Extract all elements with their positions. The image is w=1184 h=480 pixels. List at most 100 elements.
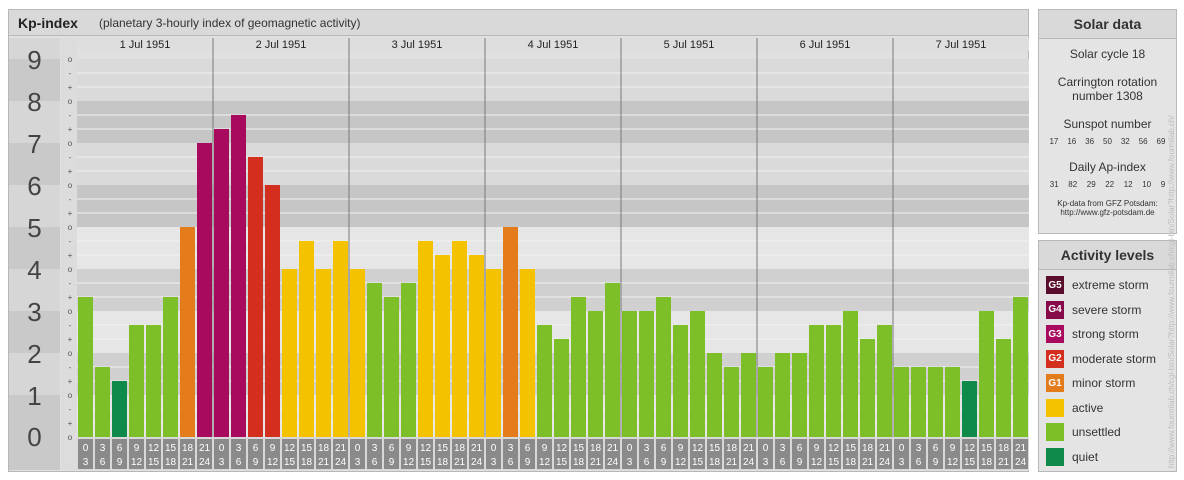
y-subtick-label: o <box>68 223 73 232</box>
y-subtick-label: o <box>68 349 73 358</box>
time-end-label: 3 <box>219 457 225 468</box>
time-end-label: 24 <box>607 457 619 468</box>
time-end-label: 24 <box>335 457 347 468</box>
kp-bar <box>282 269 297 437</box>
time-start-label: 12 <box>964 443 976 454</box>
time-start-label: 15 <box>301 443 313 454</box>
time-start-label: 3 <box>372 443 378 454</box>
time-start-label: 3 <box>916 443 922 454</box>
kp-bar <box>962 381 977 437</box>
time-slot-box <box>860 439 875 469</box>
y-label-band <box>9 38 60 59</box>
day-label: 5 Jul 1951 <box>664 39 715 51</box>
y-subtick-label: + <box>68 377 73 386</box>
kp-bar <box>826 324 841 437</box>
time-start-label: 3 <box>644 443 650 454</box>
kp-bar <box>95 366 110 437</box>
time-start-label: 6 <box>797 443 803 454</box>
time-start-label: 12 <box>284 443 296 454</box>
source-watermark: http://www.fourmilab.ch/cgi-bin/Solar?ht… <box>1167 115 1176 468</box>
time-slot-box <box>775 439 790 469</box>
time-start-label: 21 <box>607 443 619 454</box>
time-start-label: 15 <box>165 443 177 454</box>
y-label-band <box>9 353 60 395</box>
day-label: 2 Jul 1951 <box>256 39 307 51</box>
carrington-line-1: Carrington rotation <box>1057 75 1158 89</box>
time-end-label: 6 <box>508 457 514 468</box>
time-slot-box <box>979 439 994 469</box>
kp-bar <box>469 255 484 437</box>
y-label-band <box>9 311 60 353</box>
ap-value: 22 <box>1105 180 1115 189</box>
time-start-label: 12 <box>692 443 704 454</box>
kp-bar <box>129 324 144 437</box>
time-slot-box <box>316 439 331 469</box>
kp-bar <box>384 297 399 437</box>
kp-bar <box>503 227 518 437</box>
activity-level-row: G2 moderate storm <box>1046 349 1156 369</box>
time-end-label: 15 <box>148 457 160 468</box>
time-start-label: 21 <box>199 443 211 454</box>
kp-bar <box>690 311 705 437</box>
time-start-label: 18 <box>862 443 874 454</box>
time-end-label: 21 <box>726 457 738 468</box>
kp-bar <box>775 353 790 437</box>
time-end-label: 15 <box>284 457 296 468</box>
time-end-label: 15 <box>556 457 568 468</box>
activity-levels-title: Activity levels <box>1039 241 1176 270</box>
time-slot-box <box>248 439 263 469</box>
time-slot-box <box>639 439 654 469</box>
ap-value: 10 <box>1142 180 1152 189</box>
time-end-label: 21 <box>590 457 602 468</box>
time-slot-box <box>571 439 586 469</box>
time-end-label: 6 <box>372 457 378 468</box>
time-slot-box <box>792 439 807 469</box>
activity-level-row: G4 severe storm <box>1046 300 1141 320</box>
kp-bar <box>401 282 416 437</box>
time-start-label: 18 <box>318 443 330 454</box>
time-end-label: 9 <box>661 457 667 468</box>
activity-level-label: strong storm <box>1072 327 1139 341</box>
sunspot-label: Sunspot number <box>1063 117 1152 131</box>
time-slot-box <box>282 439 297 469</box>
time-end-label: 6 <box>916 457 922 468</box>
data-source-link[interactable]: http://www.gfz-potsdam.de <box>1060 208 1155 217</box>
time-end-label: 24 <box>743 457 755 468</box>
y-subtick-label: - <box>69 363 72 372</box>
y-tick-label: 3 <box>27 297 41 327</box>
kp-bar <box>707 353 722 437</box>
time-end-label: 18 <box>709 457 721 468</box>
y-subtick-label: o <box>68 139 73 148</box>
time-slot-box <box>945 439 960 469</box>
kp-bar <box>894 366 909 437</box>
y-tick-label: 5 <box>27 213 41 243</box>
time-slot-box <box>877 439 892 469</box>
time-start-label: 0 <box>627 443 633 454</box>
activity-level-swatch: G2 <box>1046 349 1064 368</box>
time-slot-box <box>384 439 399 469</box>
y-subtick-label: - <box>69 237 72 246</box>
time-start-label: 21 <box>1015 443 1027 454</box>
y-label-band <box>9 395 60 470</box>
y-subtick-label: + <box>68 83 73 92</box>
time-end-label: 24 <box>1015 457 1027 468</box>
activity-level-swatch <box>1046 423 1064 441</box>
kp-bar <box>741 353 756 437</box>
time-end-label: 6 <box>236 457 242 468</box>
time-end-label: 21 <box>998 457 1010 468</box>
kp-bar <box>537 324 552 437</box>
y-label-band <box>9 59 60 101</box>
sunspot-value: 50 <box>1103 137 1112 146</box>
ap-value: 29 <box>1086 180 1096 189</box>
time-slot-box <box>503 439 518 469</box>
time-start-label: 6 <box>253 443 259 454</box>
kp-bar <box>554 339 569 437</box>
time-end-label: 18 <box>165 457 177 468</box>
kp-bar <box>146 324 161 437</box>
y-subtick-label: + <box>68 167 73 176</box>
time-slot-box <box>707 439 722 469</box>
kp-bar <box>367 282 382 437</box>
kp-bar <box>265 185 280 437</box>
y-subtick-label: - <box>69 279 72 288</box>
day-label: 1 Jul 1951 <box>120 39 171 51</box>
